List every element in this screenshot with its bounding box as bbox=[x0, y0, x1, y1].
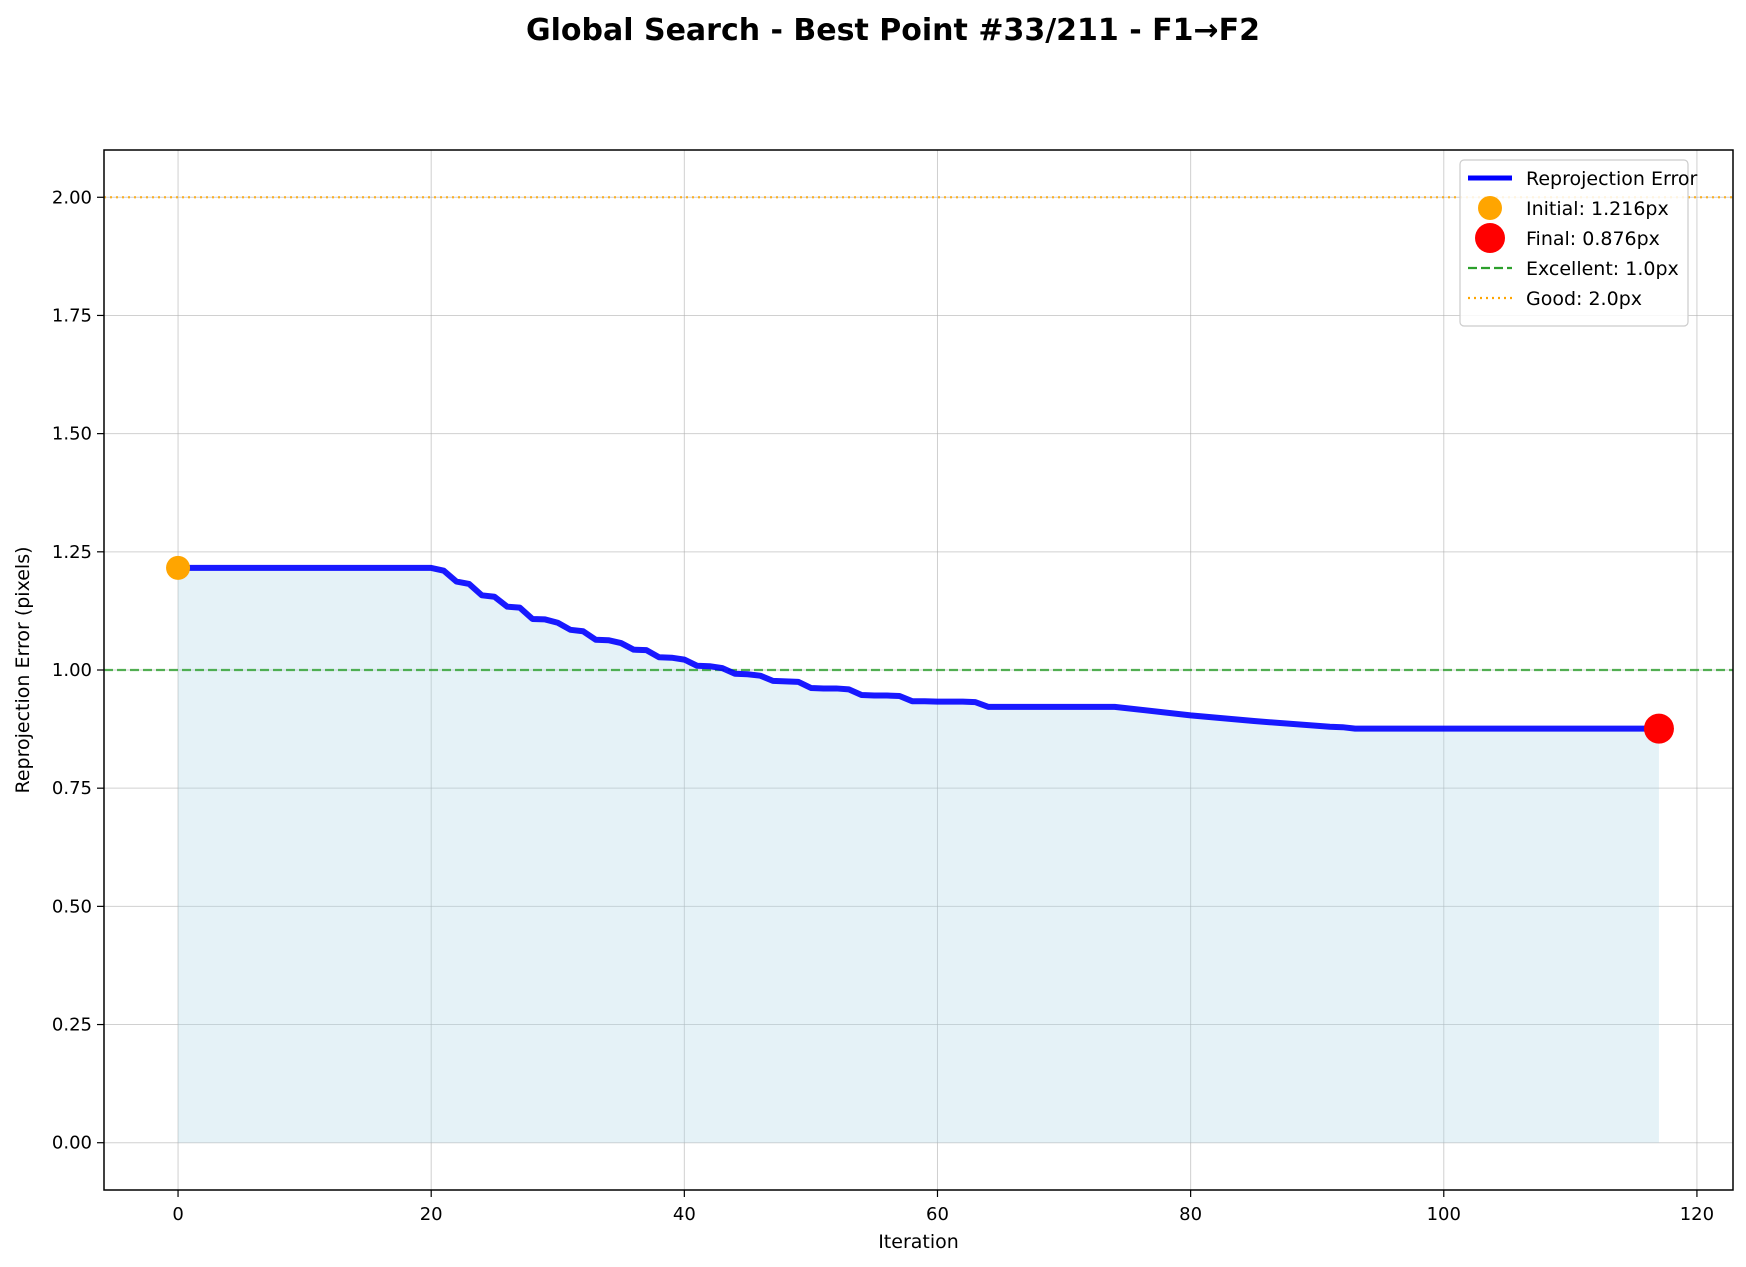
legend-swatch-marker bbox=[1475, 223, 1505, 253]
series-layer bbox=[178, 564, 1659, 732]
grid bbox=[104, 150, 1733, 1190]
x-tick-label: 20 bbox=[420, 1204, 443, 1225]
y-tick-label: 0.00 bbox=[52, 1133, 92, 1154]
y-axis-label: Reprojection Error (pixels) bbox=[12, 546, 34, 793]
legend-label: Good: 2.0px bbox=[1526, 288, 1642, 310]
y-tick-label: 1.50 bbox=[52, 424, 92, 445]
legend: Reprojection Error Initial: 1.216px Final:… bbox=[1459, 159, 1697, 327]
legend-label: Reprojection Error bbox=[1526, 168, 1697, 190]
legend-label: Final: 0.876px bbox=[1526, 228, 1660, 250]
series-line bbox=[178, 564, 1659, 732]
y-tick-label: 1.00 bbox=[52, 660, 92, 681]
x-tick-label: 80 bbox=[1179, 1204, 1202, 1225]
y-tick-label: 0.75 bbox=[52, 778, 92, 799]
x-tick-label: 60 bbox=[926, 1204, 949, 1225]
x-axis-label: Iteration bbox=[878, 1231, 959, 1253]
area-fill-layer bbox=[178, 567, 1659, 1143]
y-tick-label: 2.00 bbox=[52, 187, 92, 208]
x-tick-label: 100 bbox=[1427, 1204, 1461, 1225]
marker-layer bbox=[166, 555, 1674, 744]
x-tick-label: 0 bbox=[172, 1204, 183, 1225]
x-tick-label: 40 bbox=[673, 1204, 696, 1225]
y-tick-label: 1.75 bbox=[52, 305, 92, 326]
legend-box bbox=[1459, 159, 1689, 327]
x-tick-label: 120 bbox=[1680, 1204, 1714, 1225]
legend-label: Excellent: 1.0px bbox=[1526, 258, 1679, 280]
area-fill bbox=[178, 567, 1659, 1143]
chart-title: Global Search - Best Point #33/211 - F1→… bbox=[526, 13, 1260, 48]
y-axis-ticks: 0.00 0.25 0.50 0.75 1.00 1.25 1.50 1.75 2.00 bbox=[52, 187, 104, 1154]
y-tick-label: 0.25 bbox=[52, 1015, 92, 1036]
data-point-marker bbox=[166, 555, 191, 580]
x-axis-ticks: 0 20 40 60 80 100 120 bbox=[172, 1190, 1714, 1225]
data-point-marker bbox=[1643, 713, 1674, 744]
legend-swatch-marker bbox=[1478, 196, 1502, 220]
y-tick-label: 1.25 bbox=[52, 542, 92, 563]
y-tick-label: 0.50 bbox=[52, 896, 92, 917]
legend-label: Initial: 1.216px bbox=[1526, 198, 1669, 220]
